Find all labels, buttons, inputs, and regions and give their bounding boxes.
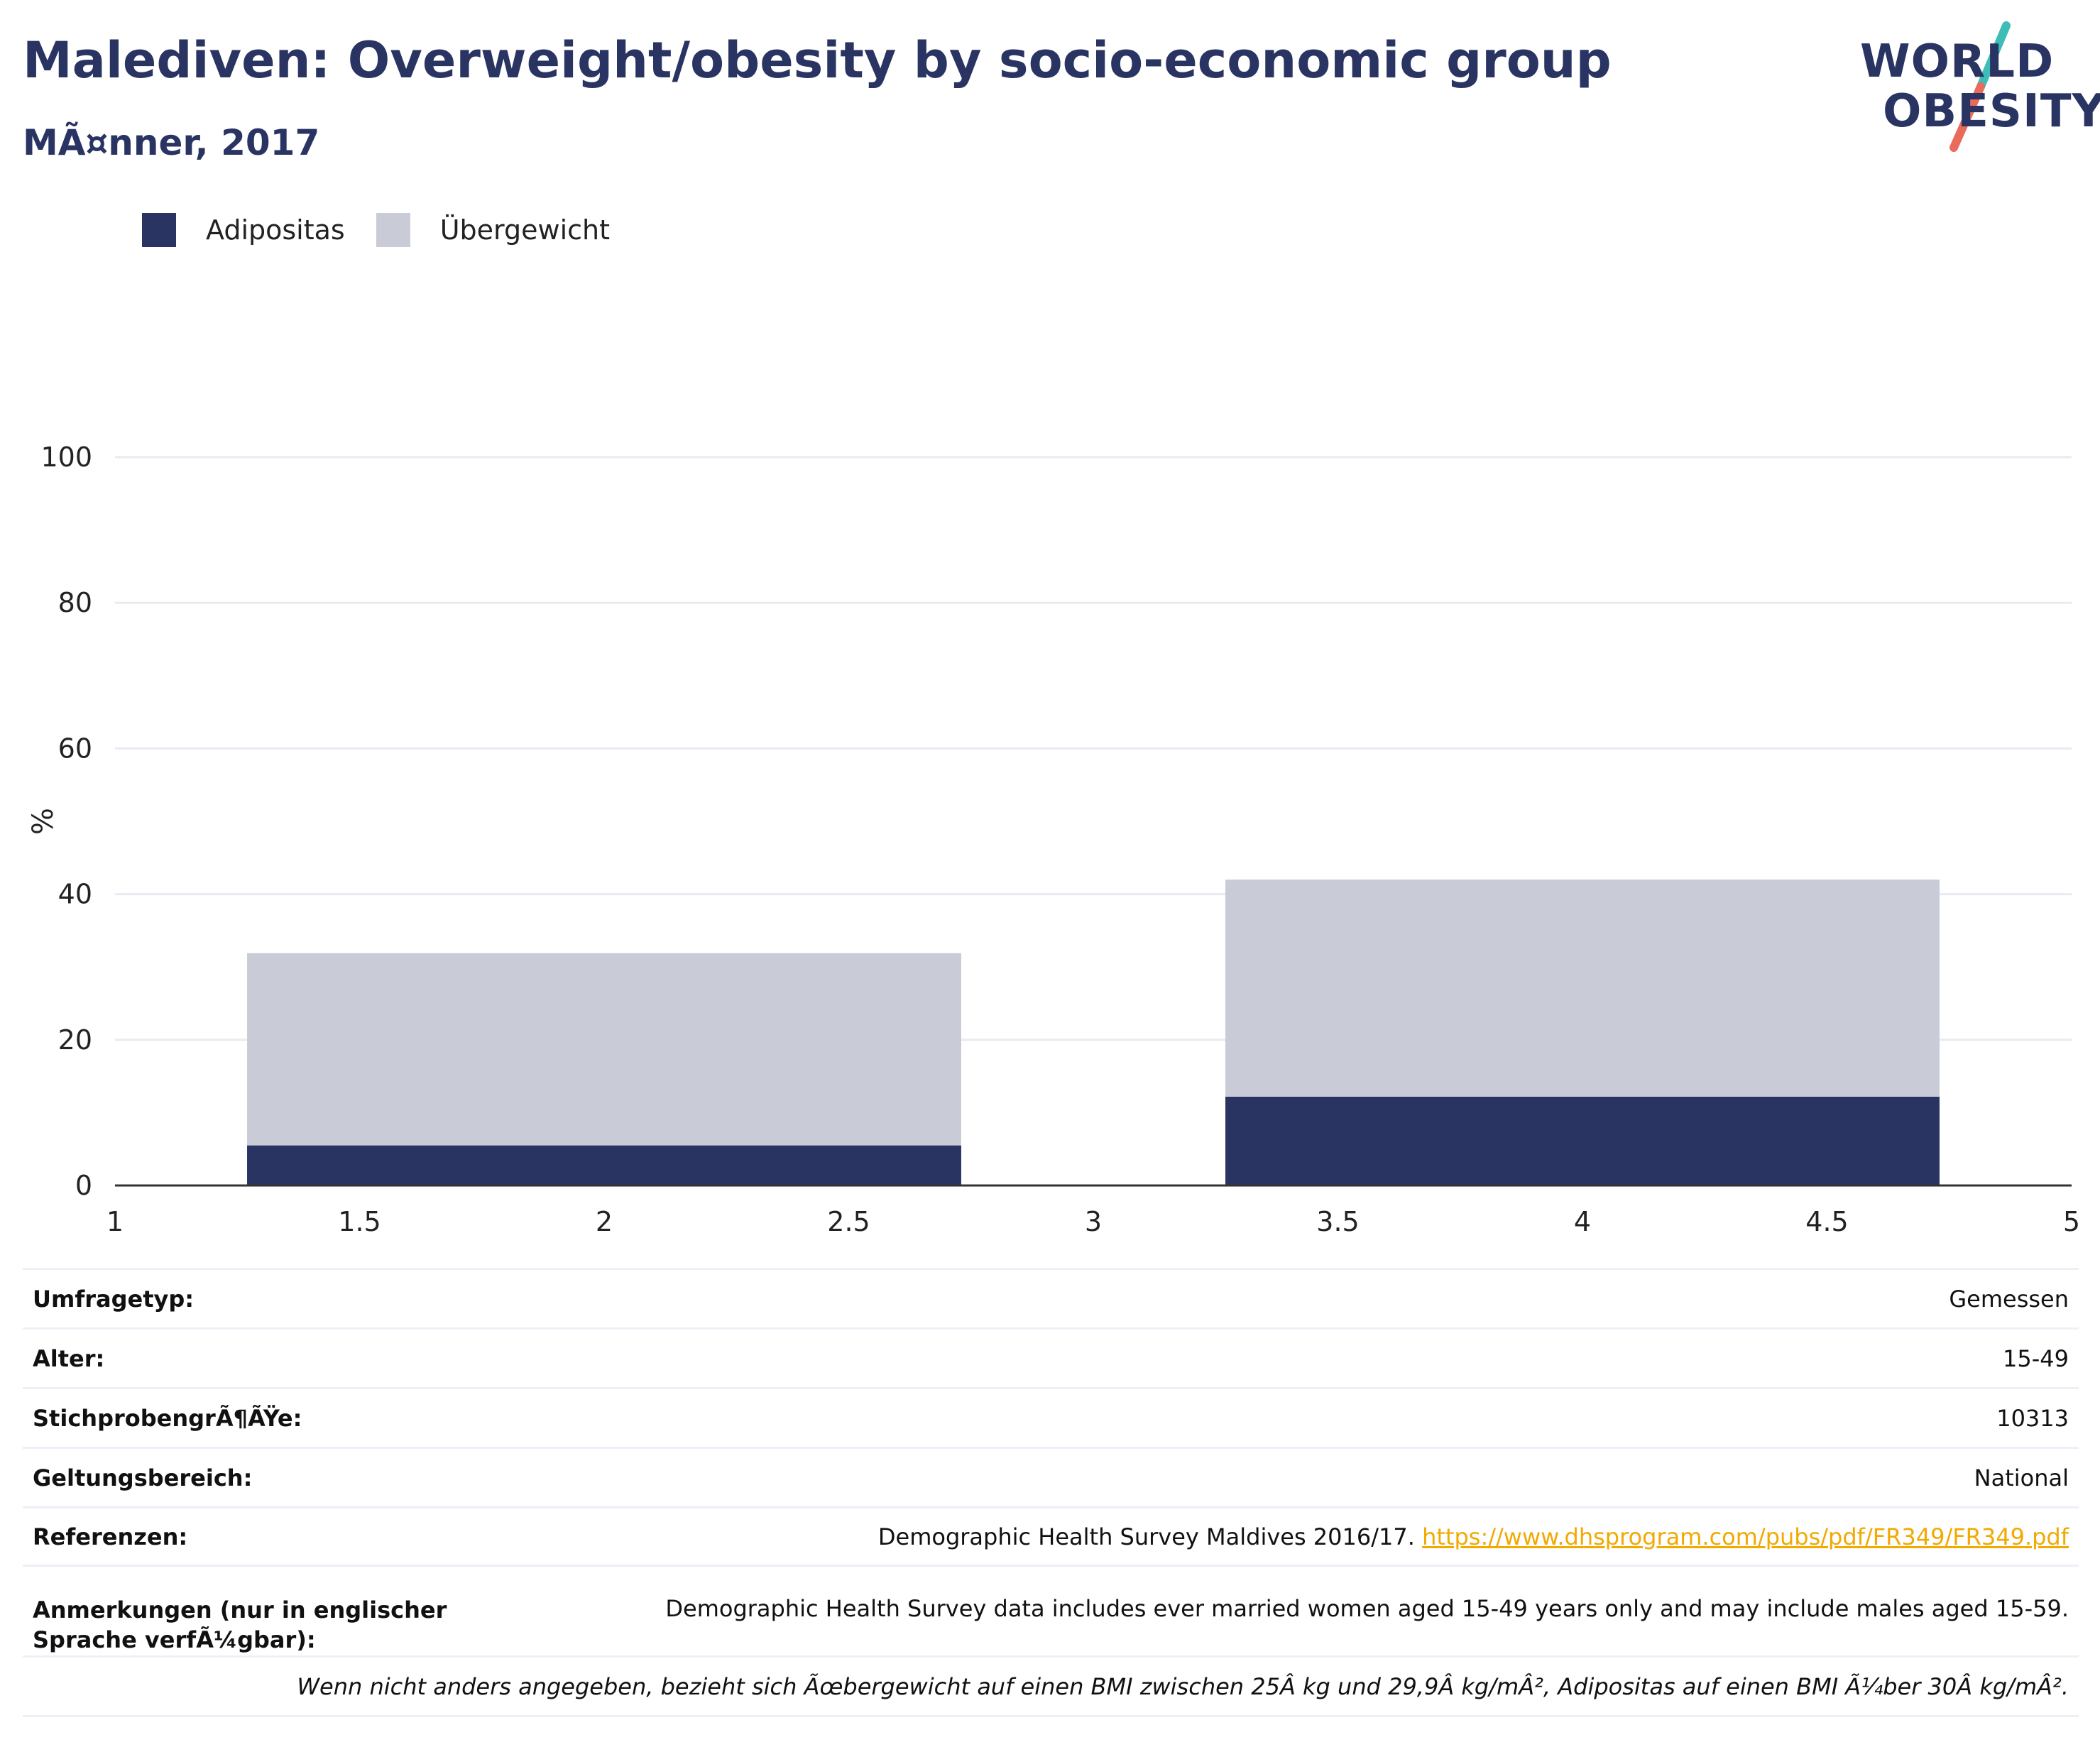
bar-uebergewicht xyxy=(247,953,961,1146)
info-row-notes: Anmerkungen (nur in englischer Sprache v… xyxy=(23,1565,2079,1655)
info-key: Referenzen: xyxy=(33,1523,188,1550)
info-value: National xyxy=(1974,1464,2069,1491)
info-row-footnote: Wenn nicht anders angegeben, bezieht sic… xyxy=(23,1655,2079,1715)
info-key: Geltungsbereich: xyxy=(33,1464,253,1491)
y-axis-title: % xyxy=(27,808,60,835)
legend-label-uebergewicht: Übergewicht xyxy=(439,214,610,246)
bar-adipositas xyxy=(1225,1096,1940,1185)
info-value: Demographic Health Survey data includes … xyxy=(665,1595,2069,1622)
chart-legend: Adipositas Übergewicht xyxy=(142,210,641,250)
legend-swatch-adipositas xyxy=(142,213,176,247)
logo-line-world: WORLD xyxy=(1860,35,2055,88)
info-row-survey-type: Umfragetyp: Gemessen xyxy=(23,1268,2079,1327)
info-key: Anmerkungen (nur in englischer Sprache v… xyxy=(33,1597,447,1653)
info-value: 10313 xyxy=(1996,1404,2069,1432)
y-tick-label: 60 xyxy=(58,733,92,764)
x-tick-label: 3 xyxy=(1085,1206,1102,1237)
y-tick-label: 80 xyxy=(58,587,92,618)
info-key: StichprobengrÃ¶ÃŸe: xyxy=(33,1404,302,1432)
x-tick-label: 3.5 xyxy=(1316,1206,1359,1237)
y-tick-label: 0 xyxy=(75,1170,92,1201)
info-value: Demographic Health Survey Maldives 2016/… xyxy=(878,1523,2069,1550)
legend-swatch-uebergewicht xyxy=(376,213,410,247)
info-row-coverage: Geltungsbereich: National xyxy=(23,1447,2079,1506)
info-row-sample-size: StichprobengrÃ¶ÃŸe: 10313 xyxy=(23,1387,2079,1447)
y-tick-label: 100 xyxy=(40,442,92,473)
page-title: Malediven: Overweight/obesity by socio-e… xyxy=(23,31,1612,89)
x-tick-label: 5 xyxy=(2063,1206,2080,1237)
bar-uebergewicht xyxy=(1225,880,1940,1097)
info-key: Alter: xyxy=(33,1345,105,1372)
y-tick-label: 20 xyxy=(58,1024,92,1056)
y-tick-label: 40 xyxy=(58,879,92,910)
legend-item-adipositas[interactable]: Adipositas xyxy=(142,213,345,247)
world-obesity-logo: WORLD OBESITY xyxy=(1846,21,2100,156)
reference-link[interactable]: https://www.dhsprogram.com/pubs/pdf/FR34… xyxy=(1422,1523,2069,1550)
x-tick-label: 1.5 xyxy=(338,1206,381,1237)
stacked-bar-chart: 0 20 40 60 80 100 1 1.5 2 2.5 3 3.5 4 4.5 5% xyxy=(27,442,2080,1237)
info-key: Umfragetyp: xyxy=(33,1285,195,1313)
info-value: Gemessen xyxy=(1949,1285,2069,1313)
legend-label-adipositas: Adipositas xyxy=(206,214,345,246)
x-tick-label: 4.5 xyxy=(1805,1206,1848,1237)
x-tick-label: 2 xyxy=(596,1206,613,1237)
info-value: 15-49 xyxy=(2003,1345,2069,1372)
info-row-age: Alter: 15-49 xyxy=(23,1327,2079,1387)
page-subtitle: MÃ¤nner, 2017 xyxy=(23,122,320,163)
logo-line-obesity: OBESITY xyxy=(1883,85,2100,138)
info-row-references: Referenzen: Demographic Health Survey Ma… xyxy=(23,1506,2079,1565)
bar-adipositas xyxy=(247,1145,961,1185)
reference-text: Demographic Health Survey Maldives 2016/… xyxy=(877,1523,1415,1550)
footnote-text: Wenn nicht anders angegeben, bezieht sic… xyxy=(297,1672,2069,1700)
x-tick-label: 2.5 xyxy=(827,1206,870,1237)
logo-slash-icon xyxy=(1949,21,2011,152)
legend-item-uebergewicht[interactable]: Übergewicht xyxy=(376,213,610,247)
info-table: Umfragetyp: Gemessen Alter: 15-49 Stichp… xyxy=(23,1268,2079,1717)
x-tick-label: 4 xyxy=(1574,1206,1591,1237)
x-tick-label: 1 xyxy=(106,1206,124,1237)
table-bottom-divider xyxy=(23,1715,2079,1717)
